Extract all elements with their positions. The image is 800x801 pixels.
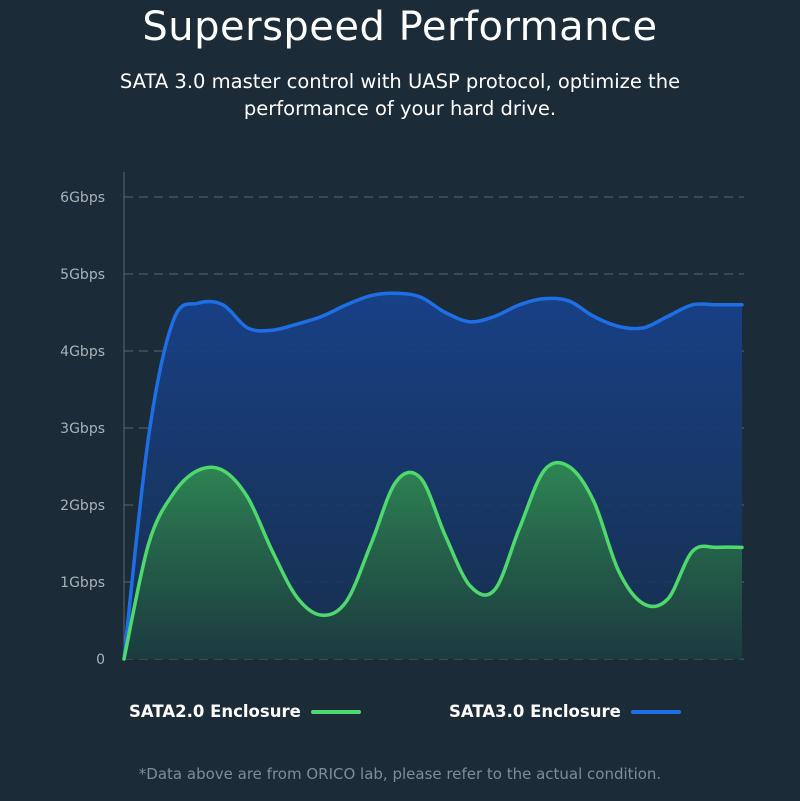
series-layer [122, 291, 744, 661]
tick-layer: 0 1Gbps 2Gbps 3Gbps 4Gbps 5Gbps 6Gbps [60, 190, 105, 668]
y-tick-label-1: 1Gbps [60, 575, 105, 591]
legend-sata3-swatch [630, 709, 681, 714]
series-line-sata3 [122, 291, 744, 661]
legend-sata3: SATA3.0 Enclosure [449, 702, 681, 721]
series-line-sata2 [122, 460, 744, 661]
legend-sata3-label: SATA3.0 Enclosure [449, 702, 621, 721]
legend-sata2-swatch [310, 709, 361, 714]
y-tick-label-0: 0 [96, 652, 105, 668]
legend-sata2: SATA2.0 Enclosure [129, 702, 361, 721]
footnote: *Data above are from ORICO lab, please r… [138, 765, 662, 783]
subtitle-line-2: performance of your hard drive. [243, 97, 557, 120]
y-tick-label-6: 6Gbps [60, 190, 105, 206]
series-area-sata2 [124, 462, 742, 659]
y-tick-label-2: 2Gbps [60, 498, 105, 514]
page-subtitle: SATA 3.0 master control with UASP protoc… [0, 68, 800, 122]
y-tick-label-5: 5Gbps [60, 267, 105, 283]
subtitle-line-1: SATA 3.0 master control with UASP protoc… [119, 70, 681, 93]
legend-sata2-label: SATA2.0 Enclosure [129, 702, 301, 721]
page-title: Superspeed Performance [142, 4, 658, 50]
y-tick-label-3: 3Gbps [60, 421, 105, 437]
y-tick-label-4: 4Gbps [60, 344, 105, 360]
